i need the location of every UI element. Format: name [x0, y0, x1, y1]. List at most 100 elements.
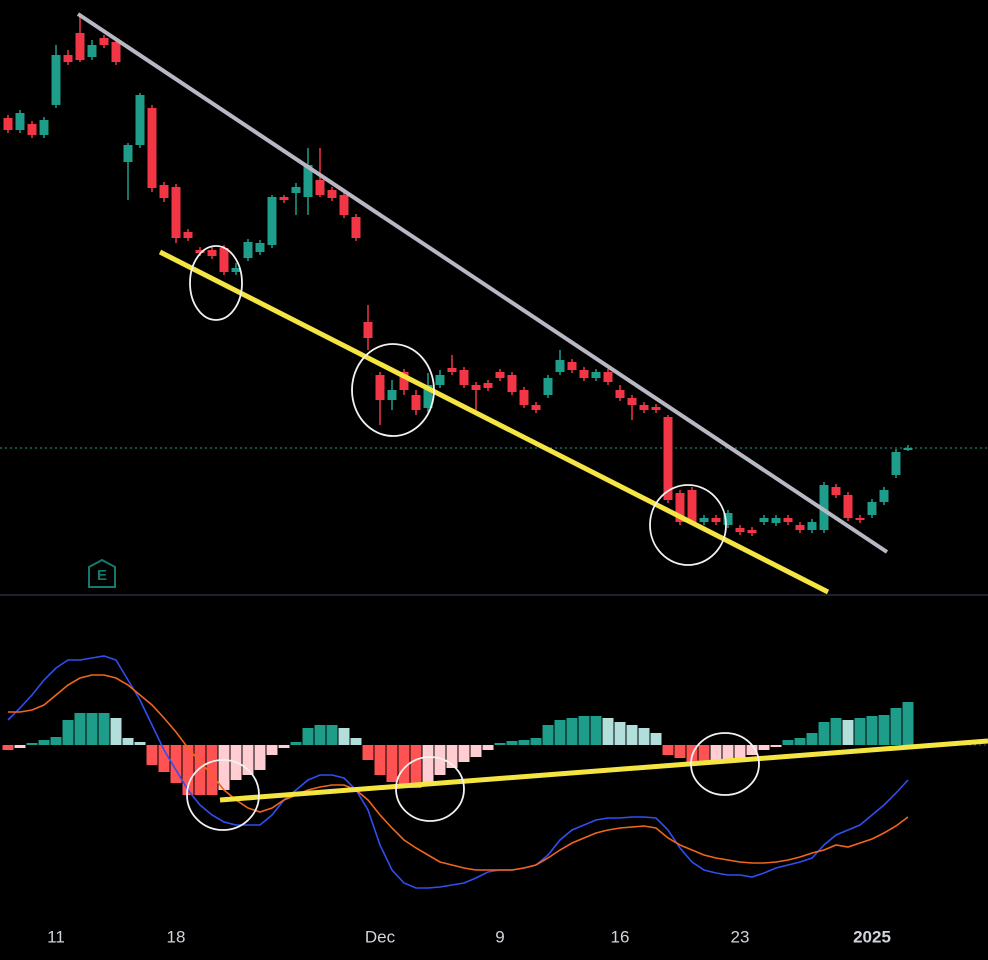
candle-body: [87, 45, 97, 57]
histogram-bar: [866, 716, 878, 745]
histogram-bar: [398, 745, 410, 788]
candle-body: [531, 405, 541, 410]
histogram-bar: [578, 716, 590, 745]
histogram-bar: [38, 740, 50, 745]
indicator-line: [7, 655, 909, 889]
histogram-bar: [254, 745, 266, 770]
candle-body: [375, 375, 385, 400]
histogram-bar: [62, 720, 74, 745]
x-tick-label: 16: [611, 927, 630, 946]
candle-body: [255, 243, 265, 252]
candle-body: [651, 407, 661, 410]
candle-body: [351, 217, 361, 238]
candle-body: [423, 385, 433, 408]
candle-body: [147, 108, 157, 188]
candle-body: [27, 124, 37, 135]
candle-body: [627, 398, 637, 405]
candle-body: [495, 372, 505, 378]
candle-body: [867, 502, 877, 515]
histogram-bar: [374, 745, 386, 775]
histogram-bar: [458, 745, 470, 762]
candle-body: [267, 197, 277, 245]
histogram-bar: [614, 722, 626, 745]
histogram-bar: [446, 745, 458, 768]
histogram-bar: [650, 733, 662, 745]
histogram-bar: [350, 738, 362, 745]
candle-body: [63, 55, 73, 62]
support-line: [158, 249, 830, 595]
candle-body: [123, 145, 133, 162]
histogram-bar: [494, 743, 506, 745]
histogram-bar: [242, 745, 254, 775]
candle-body: [663, 417, 673, 500]
earnings-badge: E: [88, 558, 116, 588]
annotation-circle: [395, 756, 465, 822]
histogram-bar: [758, 745, 770, 750]
candle-body: [339, 195, 349, 215]
histogram-bar: [542, 725, 554, 745]
candle-body: [399, 372, 409, 390]
candle-body: [579, 370, 589, 378]
histogram-bar: [662, 745, 674, 755]
histogram-bar: [98, 713, 110, 745]
histogram-bar: [158, 745, 170, 772]
histogram-bar: [122, 738, 134, 745]
candle-body: [687, 490, 697, 522]
histogram-bar: [338, 728, 350, 745]
candle-body: [435, 375, 445, 385]
candle-body: [795, 525, 805, 530]
candle-body: [843, 495, 853, 518]
candle-body: [159, 185, 169, 198]
candle-body: [759, 518, 769, 522]
histogram-bar: [602, 718, 614, 745]
candle-body: [231, 268, 241, 272]
candle-body: [819, 485, 829, 530]
candle-body: [591, 372, 601, 378]
x-tick-label: 23: [731, 927, 750, 946]
histogram-bar: [302, 728, 314, 745]
histogram-bar: [878, 715, 890, 745]
macd-support-line: [219, 738, 988, 803]
histogram-bar: [674, 745, 686, 758]
histogram-bar: [902, 702, 914, 745]
histogram-bar: [470, 745, 482, 757]
candle-body: [15, 113, 25, 130]
annotation-circle: [690, 732, 760, 796]
histogram-bar: [818, 722, 830, 745]
histogram-bar: [146, 745, 158, 765]
candle-body: [855, 518, 865, 520]
candle-body: [171, 187, 181, 238]
x-tick-label: 2025: [853, 927, 891, 946]
candle-body: [543, 378, 553, 395]
histogram-bar: [506, 741, 518, 745]
candle-body: [411, 395, 421, 410]
candle-body: [111, 42, 121, 62]
histogram-bar: [206, 745, 218, 795]
annotation-circle: [351, 343, 435, 437]
histogram-bar: [50, 737, 62, 745]
candle-body: [807, 522, 817, 530]
candle-body: [303, 165, 313, 197]
histogram-bar: [626, 725, 638, 745]
candle-body: [183, 232, 193, 238]
candle-body: [783, 518, 793, 522]
candle-body: [135, 95, 145, 145]
histogram-bar: [278, 745, 290, 748]
histogram-bar: [794, 738, 806, 745]
candle-body: [387, 390, 397, 400]
histogram-bar: [434, 745, 446, 775]
candle-body: [555, 360, 565, 372]
x-tick-label: 18: [167, 927, 186, 946]
histogram-bar: [110, 718, 122, 745]
histogram-bar: [710, 745, 722, 762]
histogram-bar: [170, 745, 182, 783]
histogram-bar: [590, 716, 602, 745]
candle-body: [195, 250, 205, 253]
indicator-line: [8, 674, 909, 871]
candle-body: [639, 405, 649, 410]
histogram-bar: [86, 713, 98, 745]
candle-body: [99, 38, 109, 45]
histogram-bar: [386, 745, 398, 782]
